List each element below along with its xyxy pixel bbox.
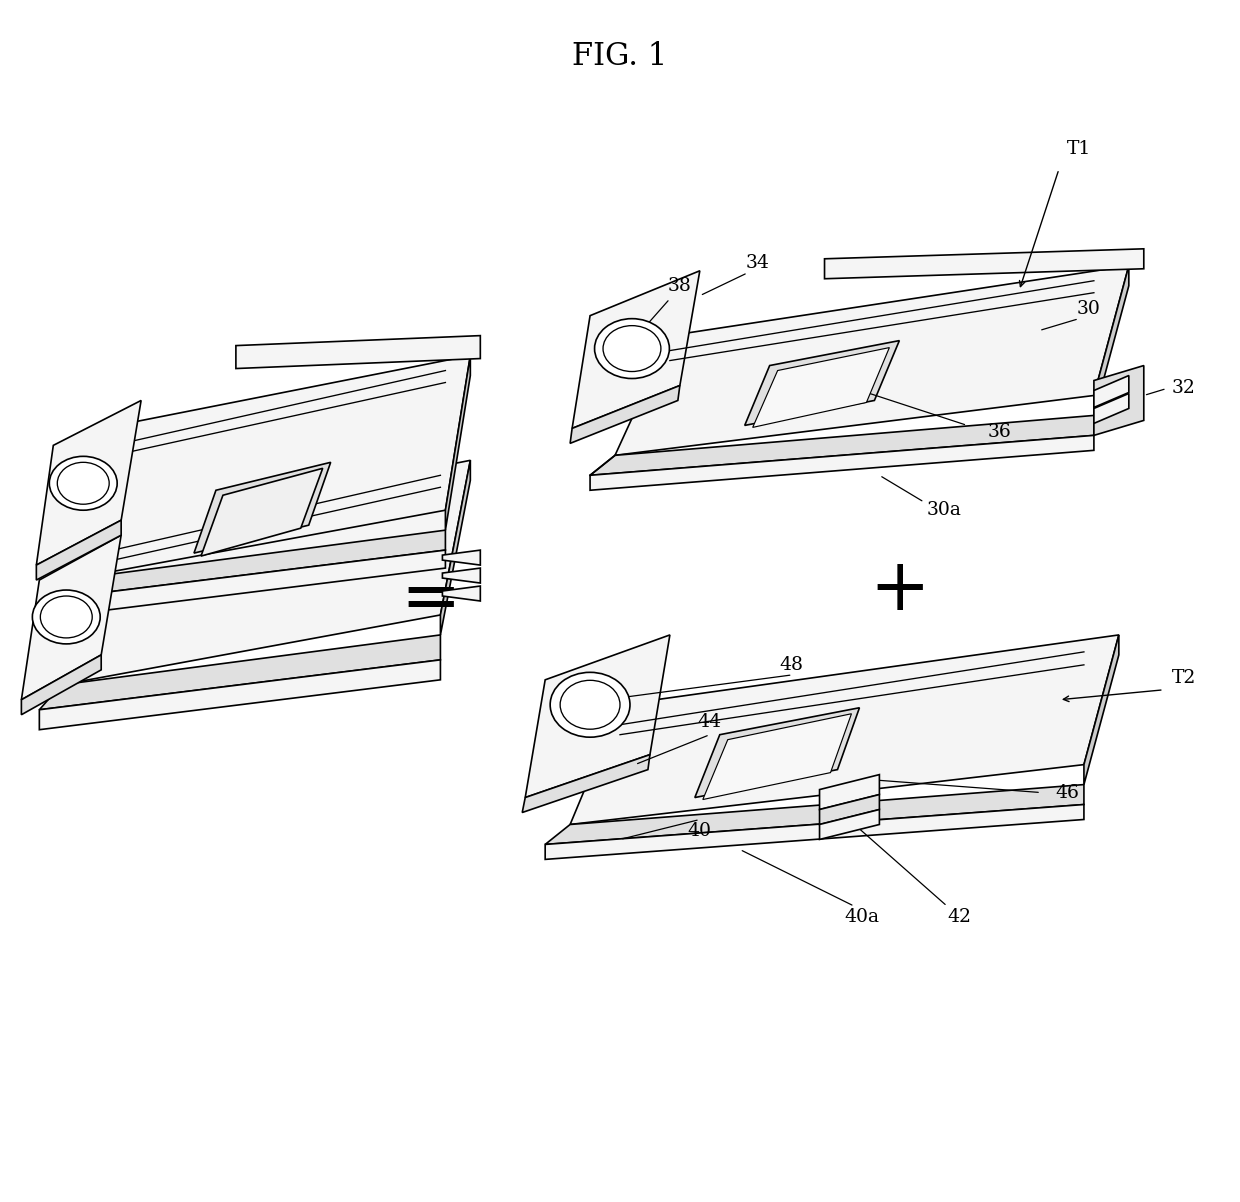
- Text: 30a: 30a: [926, 501, 962, 519]
- Ellipse shape: [594, 319, 670, 379]
- Polygon shape: [66, 356, 470, 581]
- Ellipse shape: [603, 326, 661, 371]
- Polygon shape: [36, 520, 122, 581]
- Polygon shape: [825, 249, 1143, 279]
- Text: =: =: [401, 565, 461, 636]
- Polygon shape: [820, 795, 879, 825]
- Polygon shape: [1084, 635, 1118, 785]
- Polygon shape: [21, 535, 122, 700]
- Text: 48: 48: [780, 656, 804, 674]
- Polygon shape: [570, 386, 680, 444]
- Ellipse shape: [560, 680, 620, 730]
- Text: 34: 34: [745, 254, 770, 272]
- Polygon shape: [443, 587, 480, 601]
- Polygon shape: [236, 335, 480, 369]
- Polygon shape: [526, 635, 670, 798]
- Text: 32: 32: [1172, 380, 1195, 398]
- Polygon shape: [36, 400, 141, 565]
- Text: 36: 36: [987, 423, 1011, 441]
- Text: 40: 40: [688, 822, 712, 840]
- Ellipse shape: [32, 590, 100, 644]
- Polygon shape: [443, 569, 480, 583]
- Ellipse shape: [50, 457, 117, 510]
- Polygon shape: [522, 755, 650, 813]
- Polygon shape: [1094, 365, 1143, 435]
- Text: +: +: [869, 555, 930, 625]
- Polygon shape: [1094, 375, 1128, 407]
- Polygon shape: [21, 655, 102, 715]
- Polygon shape: [820, 809, 879, 839]
- Ellipse shape: [41, 596, 92, 638]
- Polygon shape: [43, 551, 445, 618]
- Polygon shape: [546, 804, 1084, 859]
- Polygon shape: [1094, 266, 1128, 416]
- Text: 42: 42: [947, 909, 971, 927]
- Polygon shape: [440, 460, 470, 635]
- Text: 30: 30: [1078, 299, 1101, 317]
- Polygon shape: [694, 708, 859, 798]
- Polygon shape: [820, 774, 879, 809]
- Polygon shape: [445, 356, 470, 530]
- Polygon shape: [546, 785, 1084, 845]
- Polygon shape: [201, 469, 322, 557]
- Polygon shape: [590, 435, 1094, 490]
- Polygon shape: [61, 460, 470, 685]
- Polygon shape: [43, 530, 445, 600]
- Polygon shape: [703, 714, 852, 799]
- Text: 38: 38: [668, 276, 692, 294]
- Polygon shape: [570, 635, 1118, 825]
- Text: FIG. 1: FIG. 1: [573, 41, 667, 72]
- Polygon shape: [40, 635, 440, 709]
- Polygon shape: [615, 266, 1128, 456]
- Ellipse shape: [551, 672, 630, 737]
- Polygon shape: [590, 416, 1094, 475]
- Ellipse shape: [57, 463, 109, 504]
- Polygon shape: [753, 347, 889, 428]
- Text: 44: 44: [698, 713, 722, 731]
- Polygon shape: [193, 463, 331, 553]
- Polygon shape: [745, 340, 899, 426]
- Text: T2: T2: [1172, 668, 1195, 686]
- Polygon shape: [443, 551, 480, 565]
- Text: 46: 46: [1055, 784, 1079, 802]
- Text: T1: T1: [1066, 141, 1091, 157]
- Text: 40a: 40a: [844, 909, 879, 927]
- Polygon shape: [1094, 393, 1128, 423]
- Polygon shape: [40, 660, 440, 730]
- Polygon shape: [572, 270, 699, 428]
